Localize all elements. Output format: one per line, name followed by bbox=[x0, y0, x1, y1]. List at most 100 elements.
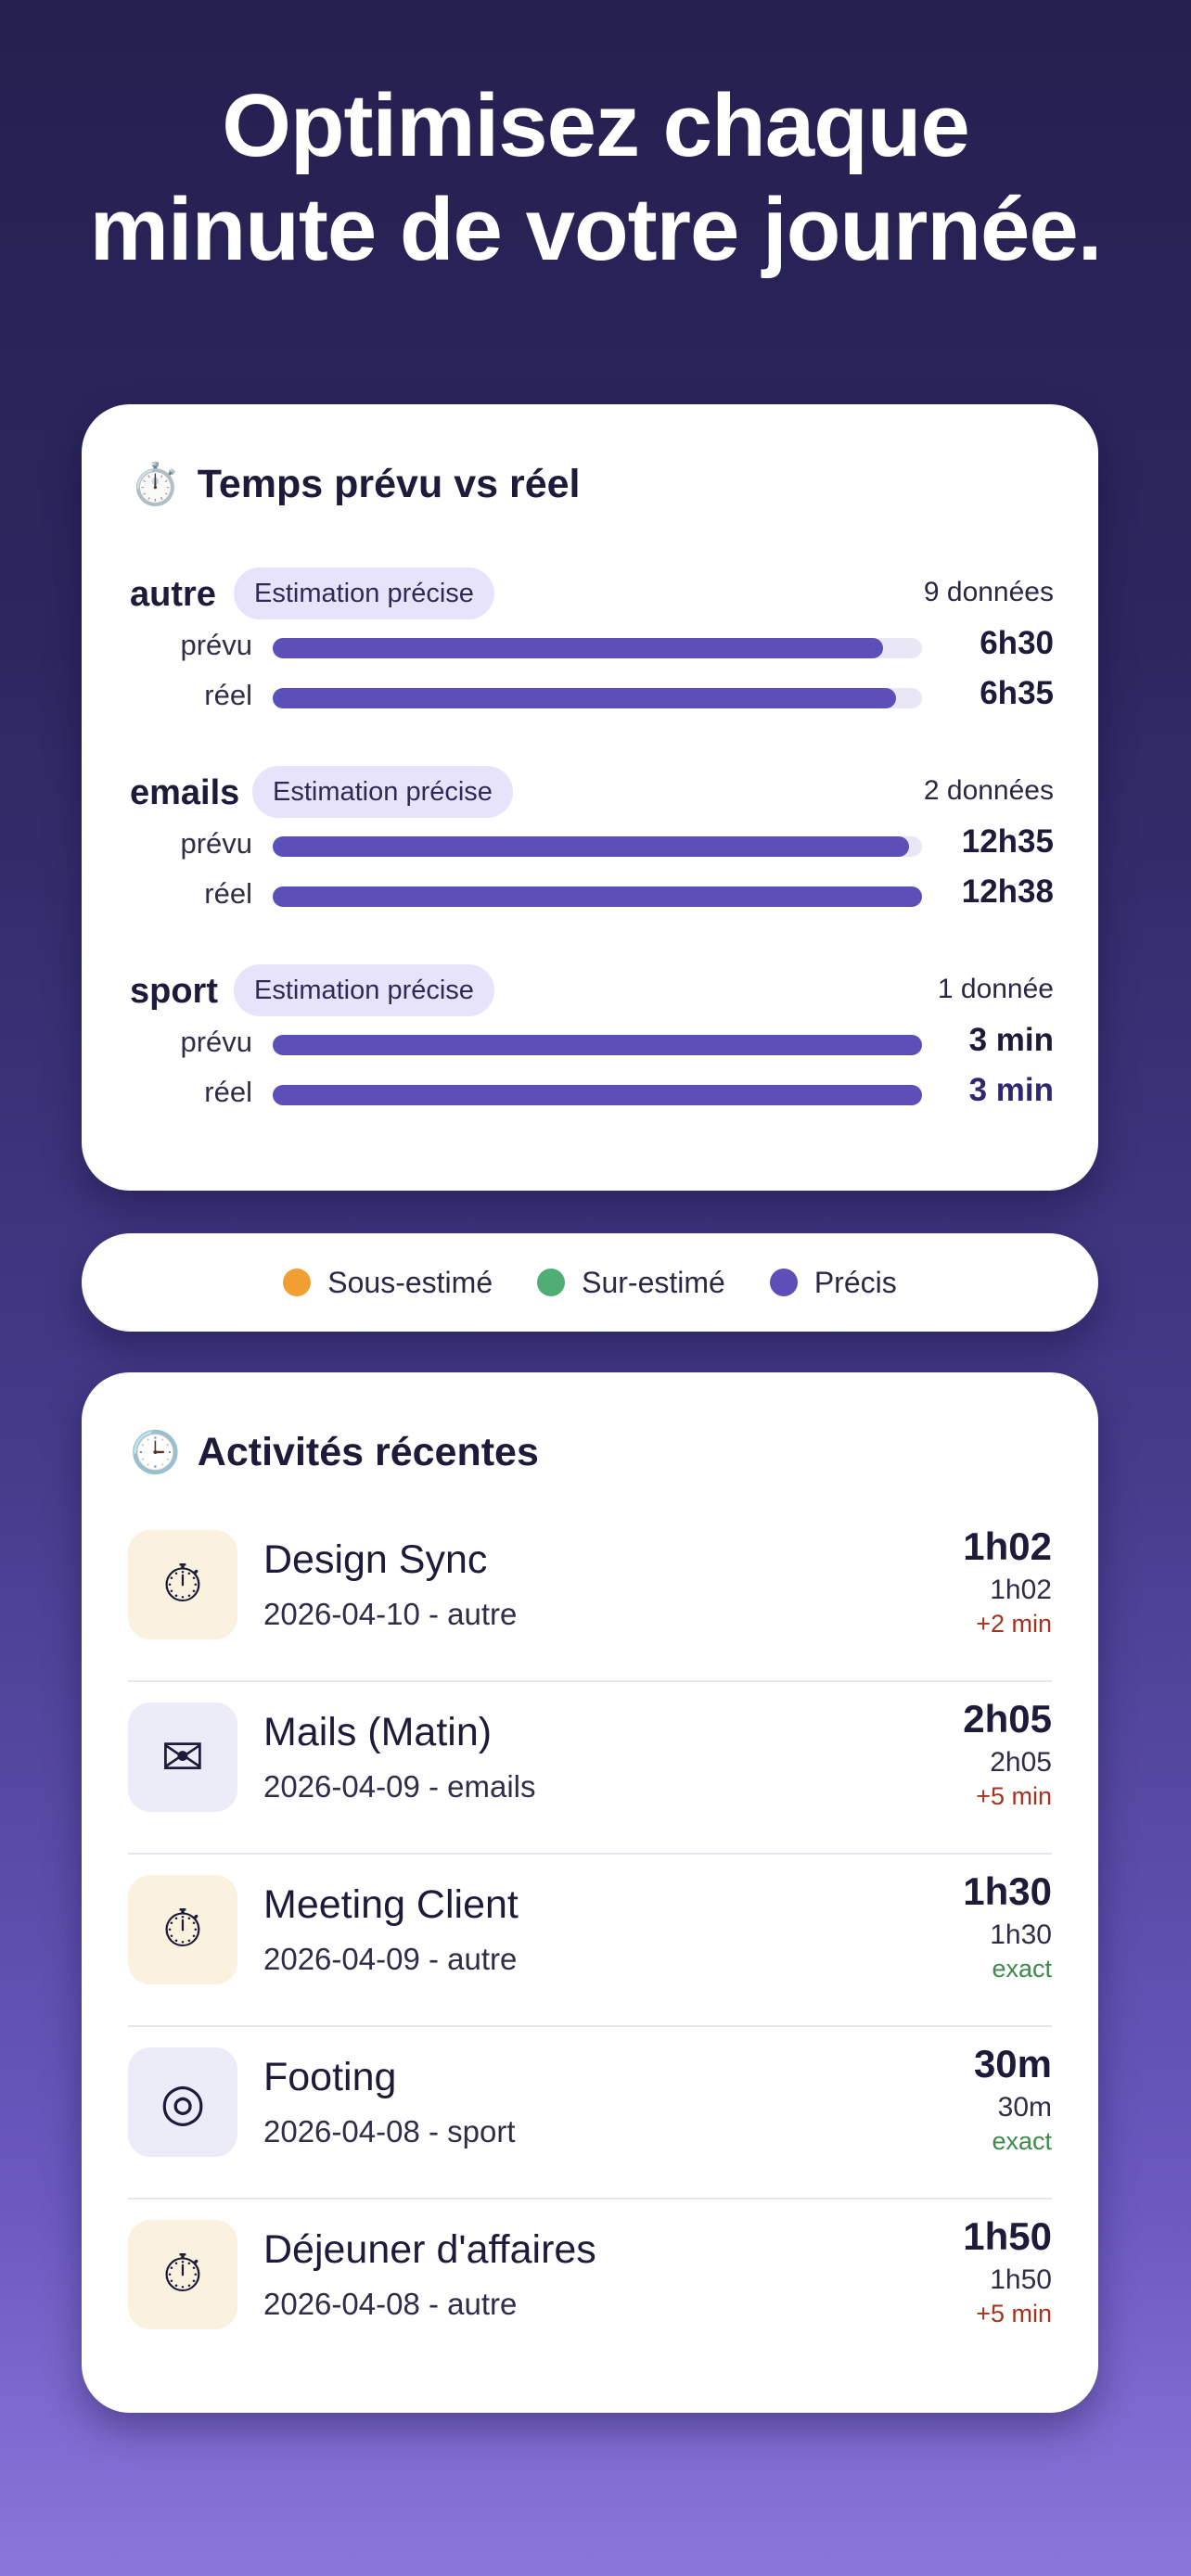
activity-delta: exact bbox=[992, 1955, 1052, 1983]
activity-name: Déjeuner d'affaires bbox=[263, 2227, 596, 2272]
activity-planned-time: 1h02 bbox=[990, 1575, 1052, 1605]
activity-actual-time: 1h50 bbox=[963, 2214, 1052, 2258]
legend-card: Sous-estimé Sur-estimé Précis bbox=[82, 1233, 1098, 1332]
actual-value: 3 min bbox=[968, 1072, 1054, 1108]
activity-delta: +5 min bbox=[976, 2300, 1052, 2327]
activity-name: Design Sync bbox=[263, 1537, 488, 1582]
legend-precise: Précis bbox=[769, 1265, 897, 1300]
planned-value: 12h35 bbox=[961, 823, 1054, 860]
clock-icon: 🕒 bbox=[130, 1429, 181, 1476]
legend-label: Sur-estimé bbox=[582, 1265, 725, 1299]
legend: Sous-estimé Sur-estimé Précis bbox=[82, 1233, 1098, 1332]
activity-planned-time: 2h05 bbox=[990, 1747, 1052, 1778]
divider bbox=[128, 2025, 1052, 2027]
planned-bar-track bbox=[273, 1035, 922, 1055]
stopwatch-icon: ⏱ bbox=[128, 1875, 237, 1984]
activity-planned-time: 30m bbox=[997, 2092, 1052, 2123]
actual-label: réel bbox=[204, 679, 252, 711]
legend-label: Précis bbox=[813, 1265, 897, 1299]
category-name: autre bbox=[130, 575, 216, 614]
actual-label: réel bbox=[204, 877, 252, 910]
activity-item[interactable]: ⏱ Design Sync 2026-04-10 - autre 1h02 1h02 +2… bbox=[128, 1510, 1052, 1682]
activity-item[interactable]: ⏱ Déjeuner d'affaires 2026-04-08 - autre 1h… bbox=[128, 2200, 1052, 2372]
activity-planned-time: 1h50 bbox=[990, 2264, 1052, 2295]
headline-line-2: minute de votre journée. bbox=[89, 180, 1103, 279]
activity-item[interactable]: ⏱ Meeting Client 2026-04-09 - autre 1h30 1h3… bbox=[128, 1855, 1052, 2027]
divider bbox=[128, 1680, 1052, 1682]
planned-row: prévu 3 min bbox=[130, 1020, 1054, 1070]
divider bbox=[128, 1853, 1052, 1855]
planned-bar bbox=[273, 638, 883, 658]
stopwatch-icon: ⏱ bbox=[128, 1530, 237, 1639]
category-emails: emails Estimation précise 2 données prév… bbox=[130, 766, 1054, 922]
activity-delta: exact bbox=[992, 2127, 1052, 2155]
actual-value: 6h35 bbox=[980, 675, 1054, 711]
activity-actual-time: 1h02 bbox=[963, 1524, 1052, 1568]
estimation-chip: Estimation précise bbox=[234, 567, 494, 619]
stopwatch-icon: ⏱️ bbox=[130, 461, 181, 508]
actual-label: réel bbox=[204, 1076, 252, 1108]
activity-name: Footing bbox=[263, 2055, 397, 2099]
category-sport: sport Estimation précise 1 donnée prévu … bbox=[130, 964, 1054, 1120]
estimation-chip: Estimation précise bbox=[234, 964, 494, 1016]
activity-meta: 2026-04-09 - emails bbox=[263, 1769, 536, 1804]
actual-row: réel 6h35 bbox=[130, 673, 1054, 723]
planned-label: prévu bbox=[180, 1026, 252, 1058]
activity-name: Mails (Matin) bbox=[263, 1710, 493, 1754]
actual-bar bbox=[273, 688, 896, 708]
actual-row: réel 12h38 bbox=[130, 872, 1054, 922]
activity-meta: 2026-04-08 - autre bbox=[263, 2287, 518, 2321]
divider bbox=[128, 2198, 1052, 2200]
legend-overestimated: Sur-estimé bbox=[537, 1266, 725, 1300]
legend-label: Sous-estimé bbox=[327, 1265, 493, 1299]
planned-value: 6h30 bbox=[980, 625, 1054, 661]
actual-bar-track bbox=[273, 1085, 922, 1105]
activity-meta: 2026-04-08 - sport bbox=[263, 2114, 516, 2149]
activity-actual-time: 2h05 bbox=[963, 1697, 1052, 1741]
activity-name: Meeting Client bbox=[263, 1882, 519, 1927]
activity-delta: +2 min bbox=[976, 1610, 1052, 1638]
planned-row: prévu 12h35 bbox=[130, 822, 1054, 872]
activity-meta: 2026-04-10 - autre bbox=[263, 1597, 518, 1631]
headline-line-1: Optimisez chaque bbox=[222, 76, 970, 175]
activity-item[interactable]: ◎ Footing 2026-04-08 - sport 30m 30m exact bbox=[128, 2027, 1052, 2200]
estimation-chip: Estimation précise bbox=[252, 766, 513, 818]
precise-dot bbox=[769, 1269, 798, 1296]
category-name: sport bbox=[130, 972, 218, 1011]
card-title-text: Temps prévu vs réel bbox=[197, 461, 581, 506]
planned-bar bbox=[273, 1035, 922, 1055]
data-count: 9 données bbox=[923, 577, 1054, 607]
headline: Optimisez chaque minute de votre journée… bbox=[0, 74, 1191, 282]
recent-activities-card: 🕒 Activités récentes ⏱ Design Sync 2026-04… bbox=[82, 1372, 1098, 2413]
card-title-text: Activités récentes bbox=[197, 1429, 539, 1474]
activity-meta: 2026-04-09 - autre bbox=[263, 1942, 518, 1976]
planned-value: 3 min bbox=[968, 1022, 1054, 1058]
legend-underestimated: Sous-estimé bbox=[283, 1266, 493, 1300]
planned-bar-track bbox=[273, 638, 922, 658]
activity-planned-time: 1h30 bbox=[990, 1919, 1052, 1950]
underestimated-dot bbox=[283, 1269, 312, 1296]
actual-bar bbox=[273, 1085, 922, 1105]
planned-row: prévu 6h30 bbox=[130, 623, 1054, 673]
actual-bar-track bbox=[273, 886, 922, 907]
recent-activities-title: 🕒 Activités récentes bbox=[130, 1428, 539, 1476]
actual-bar-track bbox=[273, 688, 922, 708]
planned-label: prévu bbox=[180, 827, 252, 860]
data-count: 1 donnée bbox=[937, 974, 1054, 1004]
overestimated-dot bbox=[537, 1269, 566, 1296]
activity-actual-time: 30m bbox=[973, 2042, 1052, 2085]
activity-actual-time: 1h30 bbox=[963, 1869, 1052, 1913]
data-count: 2 données bbox=[923, 775, 1054, 806]
activity-item[interactable]: ✉ Mails (Matin) 2026-04-09 - emails 2h05 2h0… bbox=[128, 1682, 1052, 1855]
category-name: emails bbox=[130, 773, 240, 812]
target-icon: ◎ bbox=[128, 2047, 237, 2157]
planned-label: prévu bbox=[180, 629, 252, 661]
planned-bar-track bbox=[273, 836, 922, 857]
actual-value: 12h38 bbox=[961, 874, 1054, 910]
planned-vs-actual-card: ⏱️ Temps prévu vs réel autre Estimation … bbox=[82, 404, 1098, 1191]
category-autre: autre Estimation précise 9 données prévu… bbox=[130, 567, 1054, 723]
planned-bar bbox=[273, 836, 909, 857]
planned-vs-actual-title: ⏱️ Temps prévu vs réel bbox=[130, 460, 580, 508]
stopwatch-icon: ⏱ bbox=[128, 2220, 237, 2329]
actual-bar bbox=[273, 886, 922, 907]
